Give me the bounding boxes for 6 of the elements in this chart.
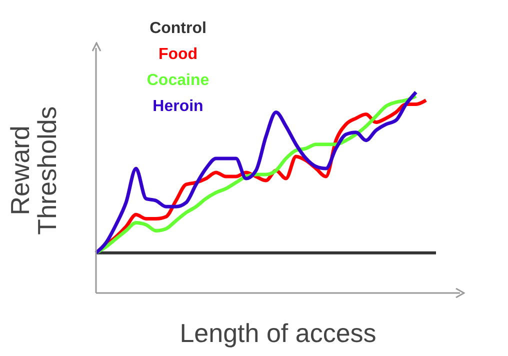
text: Control: [148, 19, 208, 39]
text: Heroin: [152, 97, 204, 117]
y-axis-title: Reward Thresholds: [5, 106, 62, 235]
text: Cocaine: [146, 71, 210, 91]
text: Food: [157, 45, 199, 65]
x-axis-title: Length of access: [180, 318, 376, 348]
